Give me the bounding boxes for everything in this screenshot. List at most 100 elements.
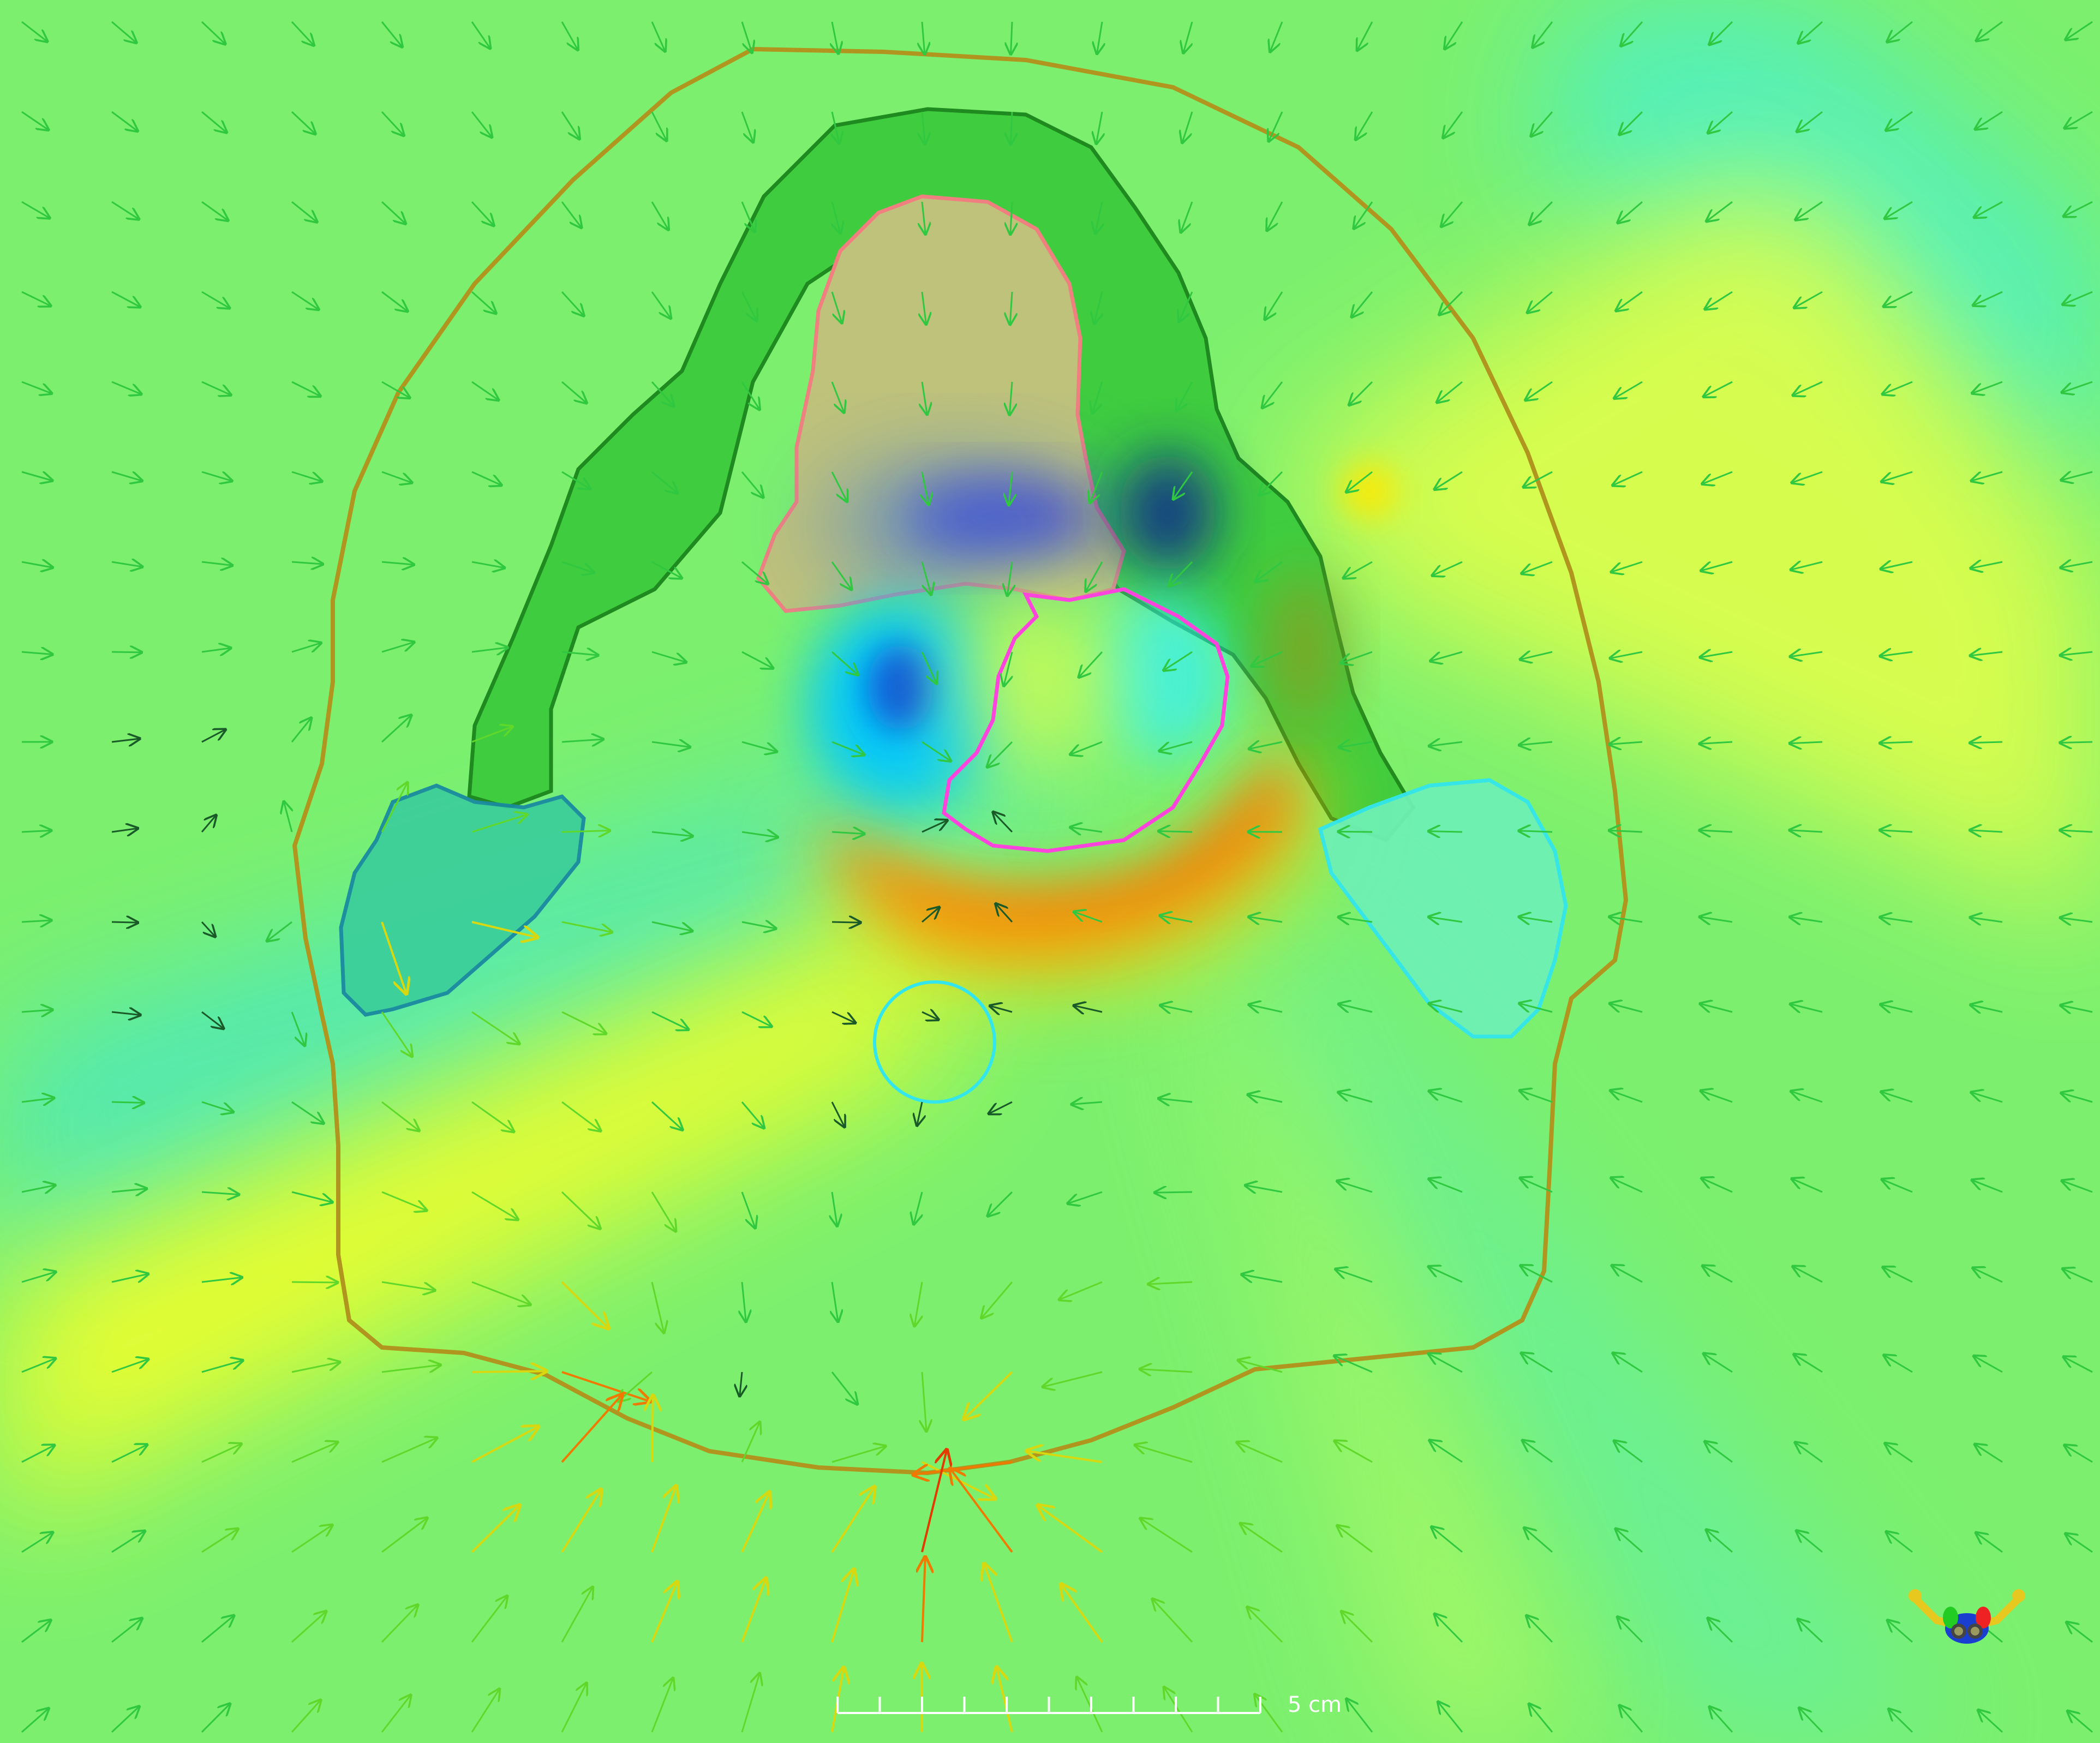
vector-arrow [561,1588,593,1643]
vector-arrow [914,1281,922,1326]
vector-arrow [111,739,140,742]
patient-orientation-icon[interactable] [1899,1582,2035,1653]
vector-arrow [1700,1004,1733,1012]
vector-arrow [832,21,839,53]
vector-arrow [1072,1102,1103,1104]
vector-arrow [1700,917,1733,922]
vector-arrow [201,111,226,132]
vector-arrow [1616,291,1643,310]
vector-arrow [1429,831,1463,832]
right-parotid-contour [1318,778,1568,1039]
vector-arrow [471,1101,513,1131]
vector-arrow [1614,381,1643,398]
vector-arrow [1349,381,1373,405]
vector-arrow [1880,742,1913,743]
vector-arrow [1335,1441,1373,1463]
scale-bar-label: 5 cm [1288,1692,1342,1717]
vector-arrow [111,381,141,394]
vector-arrow [1521,1266,1553,1283]
vector-arrow [1880,830,1913,832]
vector-arrow [1519,917,1553,922]
vector-arrow [1797,111,1823,131]
vector-arrow [381,291,408,311]
vector-arrow [1886,111,1913,130]
vector-arrow [984,1564,1013,1643]
vector-arrow [1094,291,1102,324]
vector-arrow [1177,381,1193,411]
vector-arrow [1096,111,1102,143]
vector-arrow [1619,111,1643,134]
vector-arrow [21,21,47,41]
vector-arrow [111,1531,145,1553]
vector-arrow [2062,1181,2093,1193]
spinal-cord-contour [873,980,996,1104]
vector-arrow [1974,1356,2003,1373]
vector-arrow [1429,1004,1463,1012]
vector-arrow [2061,652,2093,655]
vector-arrow [381,381,409,398]
deformation-vector-field [21,21,2093,1733]
vector-arrow [21,472,52,481]
vector-arrow [1798,1619,1823,1643]
vector-arrow [1443,111,1463,137]
vector-arrow [651,201,668,230]
vector-arrow [1339,742,1373,747]
vector-arrow [471,1371,546,1372]
vector-arrow [381,201,405,224]
vector-arrow [651,1678,673,1733]
vector-arrow [561,1684,587,1733]
vector-arrow [1790,830,1823,832]
vector-arrow [381,1695,411,1733]
vector-arrow [1702,1178,1733,1193]
vector-arrow [1183,21,1193,53]
vector-arrow [1140,1518,1193,1553]
vector-arrow [2064,201,2093,216]
vector-arrow [1159,1099,1193,1102]
vector-arrow [1007,561,1012,595]
vector-arrow [1159,741,1193,751]
vector-arrow [922,21,925,54]
vector-arrow [651,651,686,662]
vector-arrow [1883,1267,1913,1283]
vector-arrow [1522,561,1553,573]
vector-arrow [1520,1091,1553,1103]
vector-arrow [1612,1266,1643,1283]
vector-arrow [1038,1506,1103,1553]
vector-arrow [741,381,759,409]
vector-arrow [1010,111,1012,144]
vector-arrow [561,921,612,932]
vector-arrow [291,1362,339,1373]
vector-arrow [111,1274,148,1282]
vector-arrow [471,814,527,833]
vector-arrow [1135,1445,1193,1463]
vector-arrow [831,1371,857,1404]
vector-arrow [267,921,292,941]
vector-arrow [1978,1710,2003,1733]
vector-arrow [21,1709,49,1733]
scale-bar: 5 cm [836,1692,1342,1717]
vector-arrow [291,1282,337,1283]
vector-arrow [111,21,136,43]
vector-arrow [381,715,411,743]
vector-arrow [1972,1180,2003,1193]
vector-arrow [1792,471,1823,483]
vector-arrow [1356,111,1373,139]
vector-arrow [1970,742,2003,743]
vector-arrow [1791,1004,1823,1012]
vector-arrow [1435,1614,1463,1643]
vector-arrow [291,381,320,396]
vector-arrow [381,1365,440,1373]
vector-arrow [1797,1531,1823,1553]
vector-arrow [1973,291,2003,306]
vector-arrow [561,201,581,227]
vector-arrow [1342,1612,1373,1643]
vector-arrow [1888,1620,1913,1643]
vector-arrow [381,111,404,135]
vector-arrow [1704,1353,1733,1373]
vector-arrow [2065,1445,2093,1463]
vector-arrow [1798,21,1823,43]
vector-arrow [1354,201,1373,228]
vector-arrow [381,1605,417,1643]
vector-arrow [111,291,140,307]
